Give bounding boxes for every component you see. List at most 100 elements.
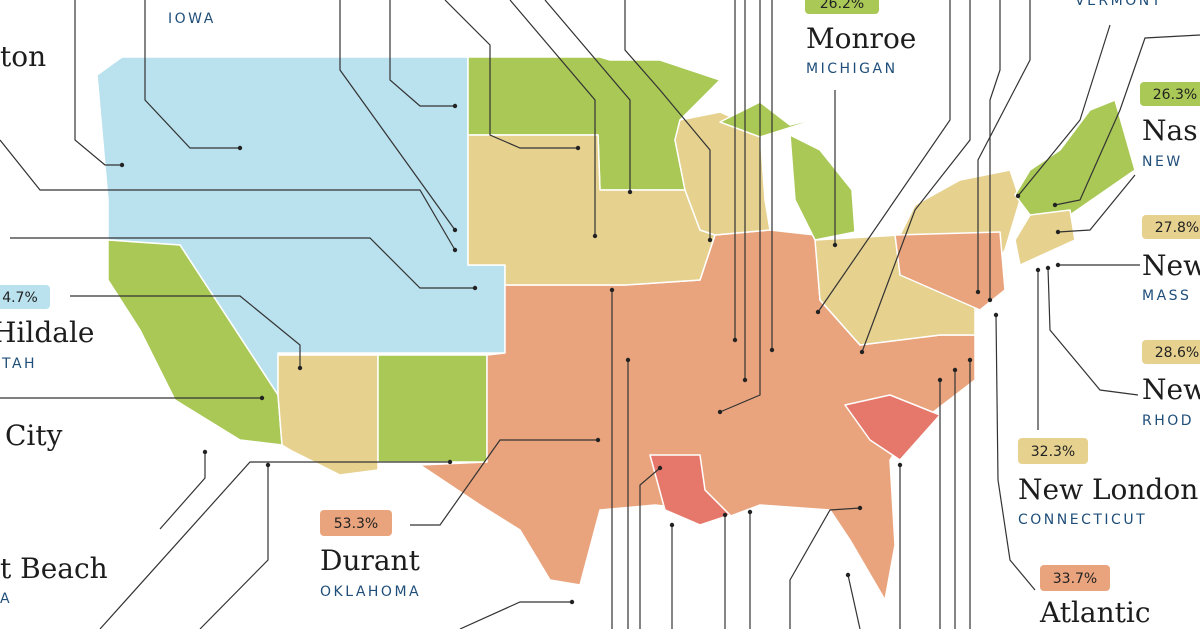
state-name: TAH <box>1 356 37 372</box>
state-name: OKLAHOMA <box>320 584 421 600</box>
leader-dot <box>707 237 713 243</box>
leader-dot <box>627 189 633 195</box>
leader-line <box>410 439 598 526</box>
percent: 27.8% <box>1155 220 1199 236</box>
city-name: Atlantic <box>1039 596 1151 629</box>
leader-dot <box>237 145 243 151</box>
leader-dot <box>975 289 981 295</box>
percent: 26.2% <box>820 0 864 12</box>
leader-line <box>977 0 1031 292</box>
leader-dot <box>575 145 581 151</box>
leader-dot <box>952 367 958 373</box>
leader-line <box>70 295 301 368</box>
leader-dot <box>742 377 748 383</box>
state-name: A <box>0 591 12 607</box>
leader-dot <box>592 233 598 239</box>
leader-dot <box>452 247 458 253</box>
leader-dot <box>452 103 458 109</box>
state-name: NEW <box>1142 154 1183 170</box>
region-south-carolina <box>844 394 941 461</box>
city-name: Hildale <box>0 316 94 349</box>
pill <box>1040 565 1110 591</box>
leader-line <box>444 0 578 149</box>
leader-dot <box>732 337 738 343</box>
city-name: Durant <box>320 544 421 577</box>
leader-line <box>339 0 456 231</box>
leader-line <box>74 0 122 166</box>
pills <box>0 0 1200 591</box>
region-new-mexico <box>377 354 488 463</box>
leader-dot <box>897 462 903 468</box>
pill <box>1142 340 1200 364</box>
leader-dot <box>625 357 631 363</box>
leader-line <box>639 467 661 629</box>
pill <box>0 285 50 309</box>
city-name: t Beach <box>0 552 108 585</box>
leader-line <box>0 139 456 251</box>
leader-dot <box>259 395 265 401</box>
leader-line <box>1017 24 1111 197</box>
leader-dot <box>815 309 821 315</box>
leader-line <box>847 574 861 629</box>
leader-dot <box>857 505 863 511</box>
leader-dot <box>769 347 775 353</box>
leader-line <box>10 237 475 289</box>
leader-dot <box>1055 262 1061 268</box>
region-louisiana <box>649 454 731 526</box>
leader-dot <box>967 357 973 363</box>
city-name: Nas <box>1142 114 1198 147</box>
leader-dot <box>452 227 458 233</box>
state-name: MICHIGAN <box>806 61 898 77</box>
leader-dot <box>569 599 575 605</box>
city-name: New <box>1142 373 1200 406</box>
leader-dot <box>1052 202 1058 208</box>
state-name: IOWA <box>168 11 216 27</box>
leader-dot <box>609 287 615 293</box>
leader-line <box>389 0 455 107</box>
pill <box>1018 438 1088 464</box>
leader-dot <box>722 512 728 518</box>
leader-dot <box>265 462 271 468</box>
leader-line <box>544 0 631 192</box>
leader-dot <box>657 465 663 471</box>
leader-line <box>1057 174 1136 233</box>
us-map <box>96 56 1136 601</box>
pill <box>1142 215 1200 239</box>
region-plains <box>467 134 716 286</box>
pill <box>320 510 392 536</box>
leader-dot <box>1035 267 1041 273</box>
leader-dot <box>747 509 753 515</box>
percent: 53.3% <box>334 516 378 532</box>
leader-dot <box>717 409 723 415</box>
percent: 33.7% <box>1053 571 1097 587</box>
state-name: CONNECTICUT <box>1018 512 1147 528</box>
leader-line <box>99 461 450 629</box>
pill <box>805 0 879 14</box>
leader-dot <box>832 242 838 248</box>
leader-line <box>199 465 269 629</box>
region-california <box>107 239 283 446</box>
leader-line <box>989 0 1001 300</box>
leader-line <box>624 0 711 240</box>
leader-dot <box>993 312 999 318</box>
state-name: MASS <box>1142 288 1191 304</box>
leader-dot <box>119 162 125 168</box>
leader-dot <box>669 522 675 528</box>
region-arizona <box>277 354 379 476</box>
pill <box>1140 82 1200 106</box>
leader-dot <box>859 349 865 355</box>
leader-line <box>861 0 971 353</box>
city-name: Monroe <box>806 22 916 55</box>
leader-line <box>995 314 1036 591</box>
leader-line <box>144 0 240 149</box>
leader-line <box>159 452 206 530</box>
leader-dot <box>1015 193 1021 199</box>
city-name: New <box>1142 249 1200 282</box>
leader-line <box>817 0 951 313</box>
leader-dot <box>1055 229 1061 235</box>
leader-dot <box>472 285 478 291</box>
city-name: ton <box>0 40 46 73</box>
